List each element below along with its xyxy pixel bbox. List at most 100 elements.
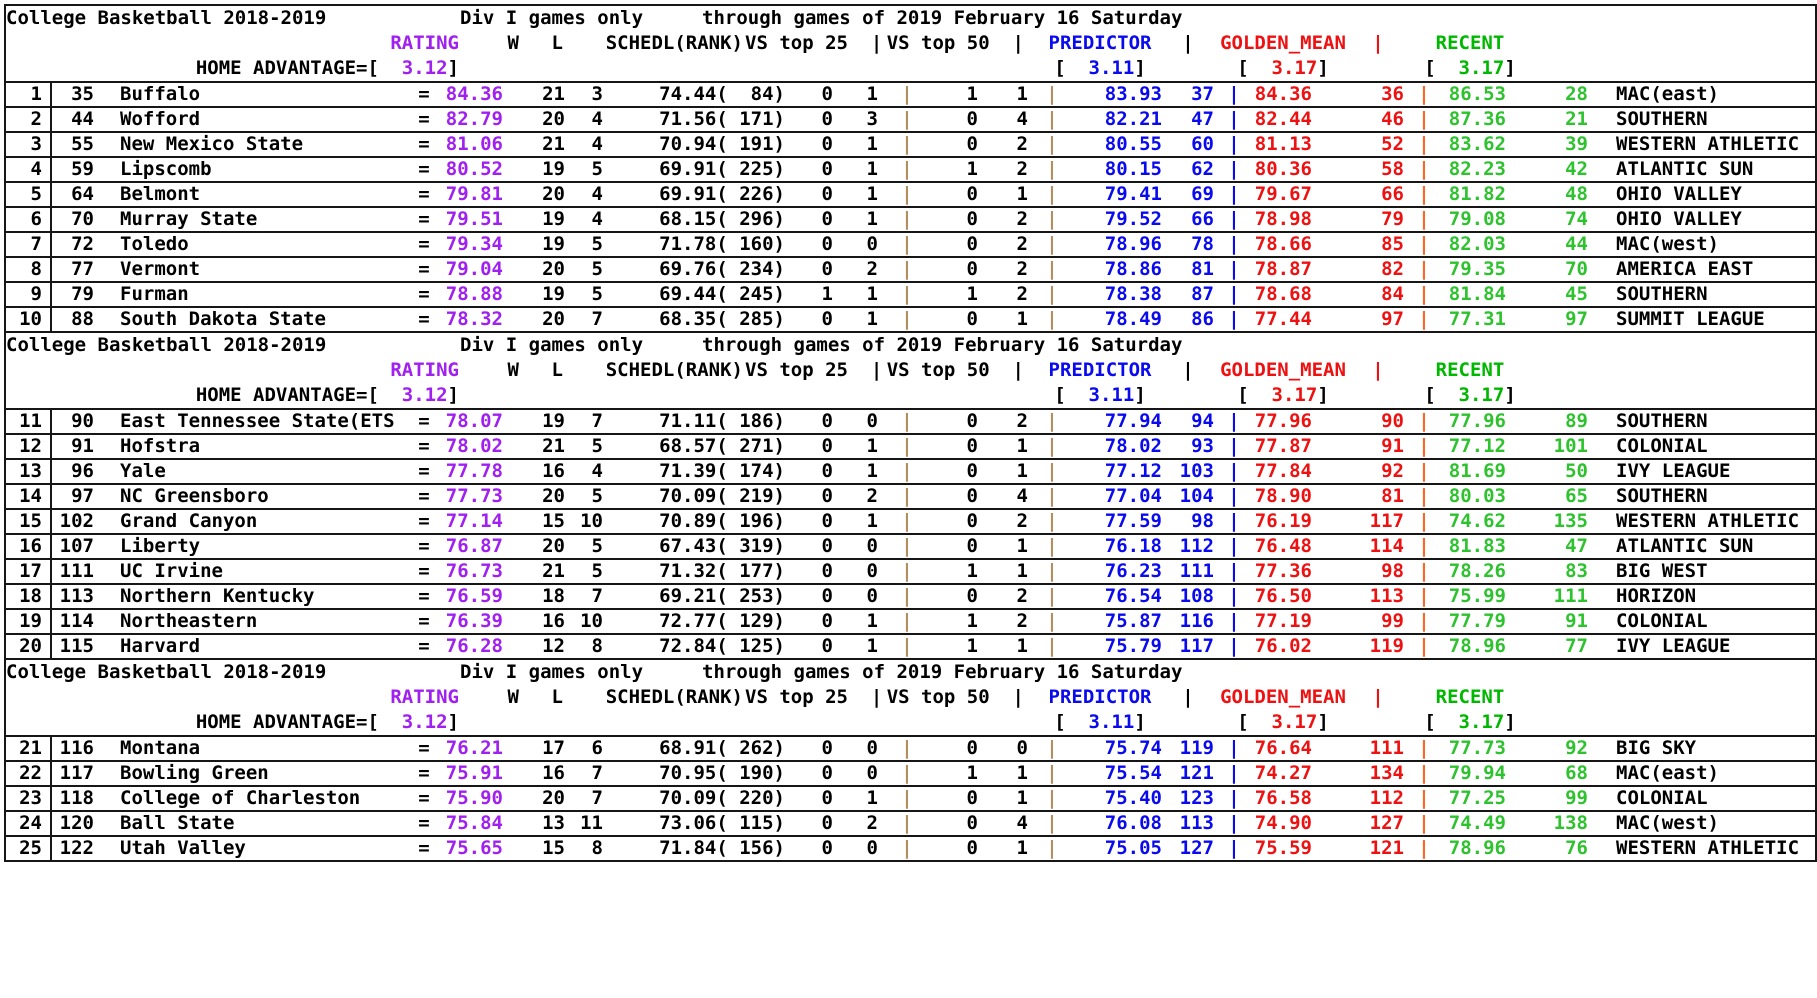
table-row: 21 116 Montana = 76.21 17 6 68.91( 262) 0 0 | 0 0 | 75… bbox=[6, 735, 1815, 760]
predictor-rank: 66 bbox=[1191, 208, 1214, 230]
vs-top25-losses: 1 bbox=[866, 610, 878, 632]
through-date: through games of 2019 February 16 Saturd… bbox=[702, 661, 1183, 683]
pipe-separator-icon: | bbox=[1046, 410, 1058, 432]
golden-mean-home-advantage-group: [ 3.17] bbox=[1200, 56, 1366, 81]
vs-top50-losses: 0 bbox=[1016, 737, 1028, 759]
vs-top25-losses: 1 bbox=[866, 133, 878, 155]
golden-mean-value: 77.96 bbox=[1254, 410, 1312, 432]
team-name: Liberty bbox=[120, 535, 201, 557]
division-note: Div I games only bbox=[460, 661, 644, 683]
golden-mean-rank: 84 bbox=[1381, 283, 1404, 305]
team-overall-rank: 114 bbox=[59, 610, 94, 632]
team-name: Lipscomb bbox=[120, 158, 212, 180]
close-bracket: ] bbox=[1134, 384, 1146, 406]
pipe-separator-icon: | bbox=[901, 762, 913, 784]
golden-mean-rank: 81 bbox=[1381, 485, 1404, 507]
vs-top25-wins: 0 bbox=[821, 308, 833, 330]
vs-top25-losses: 1 bbox=[866, 208, 878, 230]
recent-rank: 39 bbox=[1565, 133, 1588, 155]
spacer bbox=[1176, 383, 1200, 408]
vs-top50-wins: 1 bbox=[966, 158, 978, 180]
predictor-value: 76.08 bbox=[1104, 812, 1162, 834]
recent-value: 81.84 bbox=[1448, 283, 1506, 305]
table-row: 12 91 Hofstra = 78.02 21 5 68.57( 271) 0 1 | 0 1 | 78.… bbox=[6, 433, 1815, 458]
recent-rank: 44 bbox=[1565, 233, 1588, 255]
recent-home-advantage-value: 3.17 bbox=[1435, 711, 1505, 733]
vs-top50-losses: 2 bbox=[1016, 283, 1028, 305]
row-number: 2 bbox=[6, 108, 52, 131]
wins-column-header: W bbox=[507, 686, 519, 708]
recent-rank: 89 bbox=[1565, 410, 1588, 432]
pipe-separator-icon: | bbox=[1372, 32, 1384, 54]
equals-sign: = bbox=[418, 812, 430, 834]
pipe-separator-icon: | bbox=[901, 183, 913, 205]
rating-value: 75.90 bbox=[445, 787, 503, 809]
golden-mean-value: 76.50 bbox=[1254, 585, 1312, 607]
table-row: 19 114 Northeastern = 76.39 16 10 72.77( 129) 0 1… bbox=[6, 608, 1815, 633]
vs-top50-losses: 1 bbox=[1016, 762, 1028, 784]
pipe-separator-icon: | bbox=[1228, 635, 1240, 657]
close-bracket: ] bbox=[447, 57, 459, 79]
rating-value: 79.81 bbox=[445, 183, 503, 205]
pipe-separator-icon: | bbox=[1228, 283, 1240, 305]
conference: OHIO VALLEY bbox=[1616, 183, 1742, 205]
table-row: 2 44 Wofford = 82.79 20 4 71.56( 171) 0 3 | 0 4 | 82.2… bbox=[6, 106, 1815, 131]
team-overall-rank: 91 bbox=[71, 435, 94, 457]
predictor-rank: 116 bbox=[1179, 610, 1214, 632]
team-overall-rank: 97 bbox=[71, 485, 94, 507]
recent-rank: 135 bbox=[1553, 510, 1588, 532]
vs-top50-losses: 1 bbox=[1016, 837, 1028, 859]
pipe-separator-icon: | bbox=[1046, 837, 1058, 859]
schedule-rank: 70.94( 191) bbox=[659, 133, 785, 155]
pipe-separator-icon: | bbox=[901, 410, 913, 432]
rating-value: 76.39 bbox=[445, 610, 503, 632]
wins: 13 bbox=[542, 812, 565, 834]
wins: 17 bbox=[542, 737, 565, 759]
recent-value: 75.99 bbox=[1448, 585, 1506, 607]
table-row: 10 88 South Dakota State = 78.32 20 7 68.35( 28… bbox=[6, 306, 1815, 331]
pipe-separator-icon: | bbox=[1418, 485, 1430, 507]
row-number: 9 bbox=[6, 283, 52, 306]
row-number: 3 bbox=[6, 133, 52, 156]
recent-rank: 77 bbox=[1565, 635, 1588, 657]
column-header-line: RATING W L SCHEDL(RANK) VS top 25 | VS top 50… bbox=[6, 685, 1815, 710]
predictor-column-header: PREDICTOR bbox=[1048, 359, 1152, 381]
pipe-separator-icon: | bbox=[901, 737, 913, 759]
pipe-separator-icon: | bbox=[1418, 208, 1430, 230]
table-row: 24 120 Ball State = 75.84 13 11 73.06( 115) 0 2 | 0… bbox=[6, 810, 1815, 835]
recent-value: 79.08 bbox=[1448, 208, 1506, 230]
recent-column-header: RECENT bbox=[1435, 32, 1505, 54]
pipe-separator-icon: | bbox=[1418, 812, 1430, 834]
home-advantage-group: HOME ADVANTAGE=[ 3.12] bbox=[6, 710, 463, 735]
schedule-rank: 71.78( 160) bbox=[659, 233, 785, 255]
vs-top50-wins: 0 bbox=[966, 812, 978, 834]
golden-mean-value: 78.98 bbox=[1254, 208, 1312, 230]
team-overall-rank: 102 bbox=[59, 510, 94, 532]
table-row: 18 113 Northern Kentucky = 76.59 18 7 69.21( 25… bbox=[6, 583, 1815, 608]
vs-top50-losses: 1 bbox=[1016, 460, 1028, 482]
recent-rank: 83 bbox=[1565, 560, 1588, 582]
team-overall-rank: 122 bbox=[59, 837, 94, 859]
golden-mean-value: 78.90 bbox=[1254, 485, 1312, 507]
pipe-separator-icon: | bbox=[1418, 762, 1430, 784]
losses: 7 bbox=[591, 308, 603, 330]
golden-mean-value: 74.27 bbox=[1254, 762, 1312, 784]
rating-value: 77.14 bbox=[445, 510, 503, 532]
predictor-rank: 86 bbox=[1191, 308, 1214, 330]
vs-top25-losses: 1 bbox=[866, 183, 878, 205]
row-number: 10 bbox=[6, 308, 52, 331]
vs-top25-wins: 0 bbox=[821, 485, 833, 507]
table-row: 3 55 New Mexico State = 81.06 21 4 70.94( 191) 0… bbox=[6, 131, 1815, 156]
rating-value: 77.78 bbox=[445, 460, 503, 482]
spacer bbox=[463, 383, 1024, 408]
row-number: 20 bbox=[6, 635, 52, 658]
wins: 19 bbox=[542, 410, 565, 432]
predictor-rank: 113 bbox=[1179, 812, 1214, 834]
vs-top25-losses: 1 bbox=[866, 460, 878, 482]
vs-top50-losses: 1 bbox=[1016, 183, 1028, 205]
vs-top50-losses: 2 bbox=[1016, 208, 1028, 230]
wins: 19 bbox=[542, 158, 565, 180]
table-row: 8 77 Vermont = 79.04 20 5 69.76( 234) 0 2 | 0 2 | 78.8… bbox=[6, 256, 1815, 281]
predictor-value: 83.93 bbox=[1104, 83, 1162, 105]
pipe-separator-icon: | bbox=[1046, 83, 1058, 105]
